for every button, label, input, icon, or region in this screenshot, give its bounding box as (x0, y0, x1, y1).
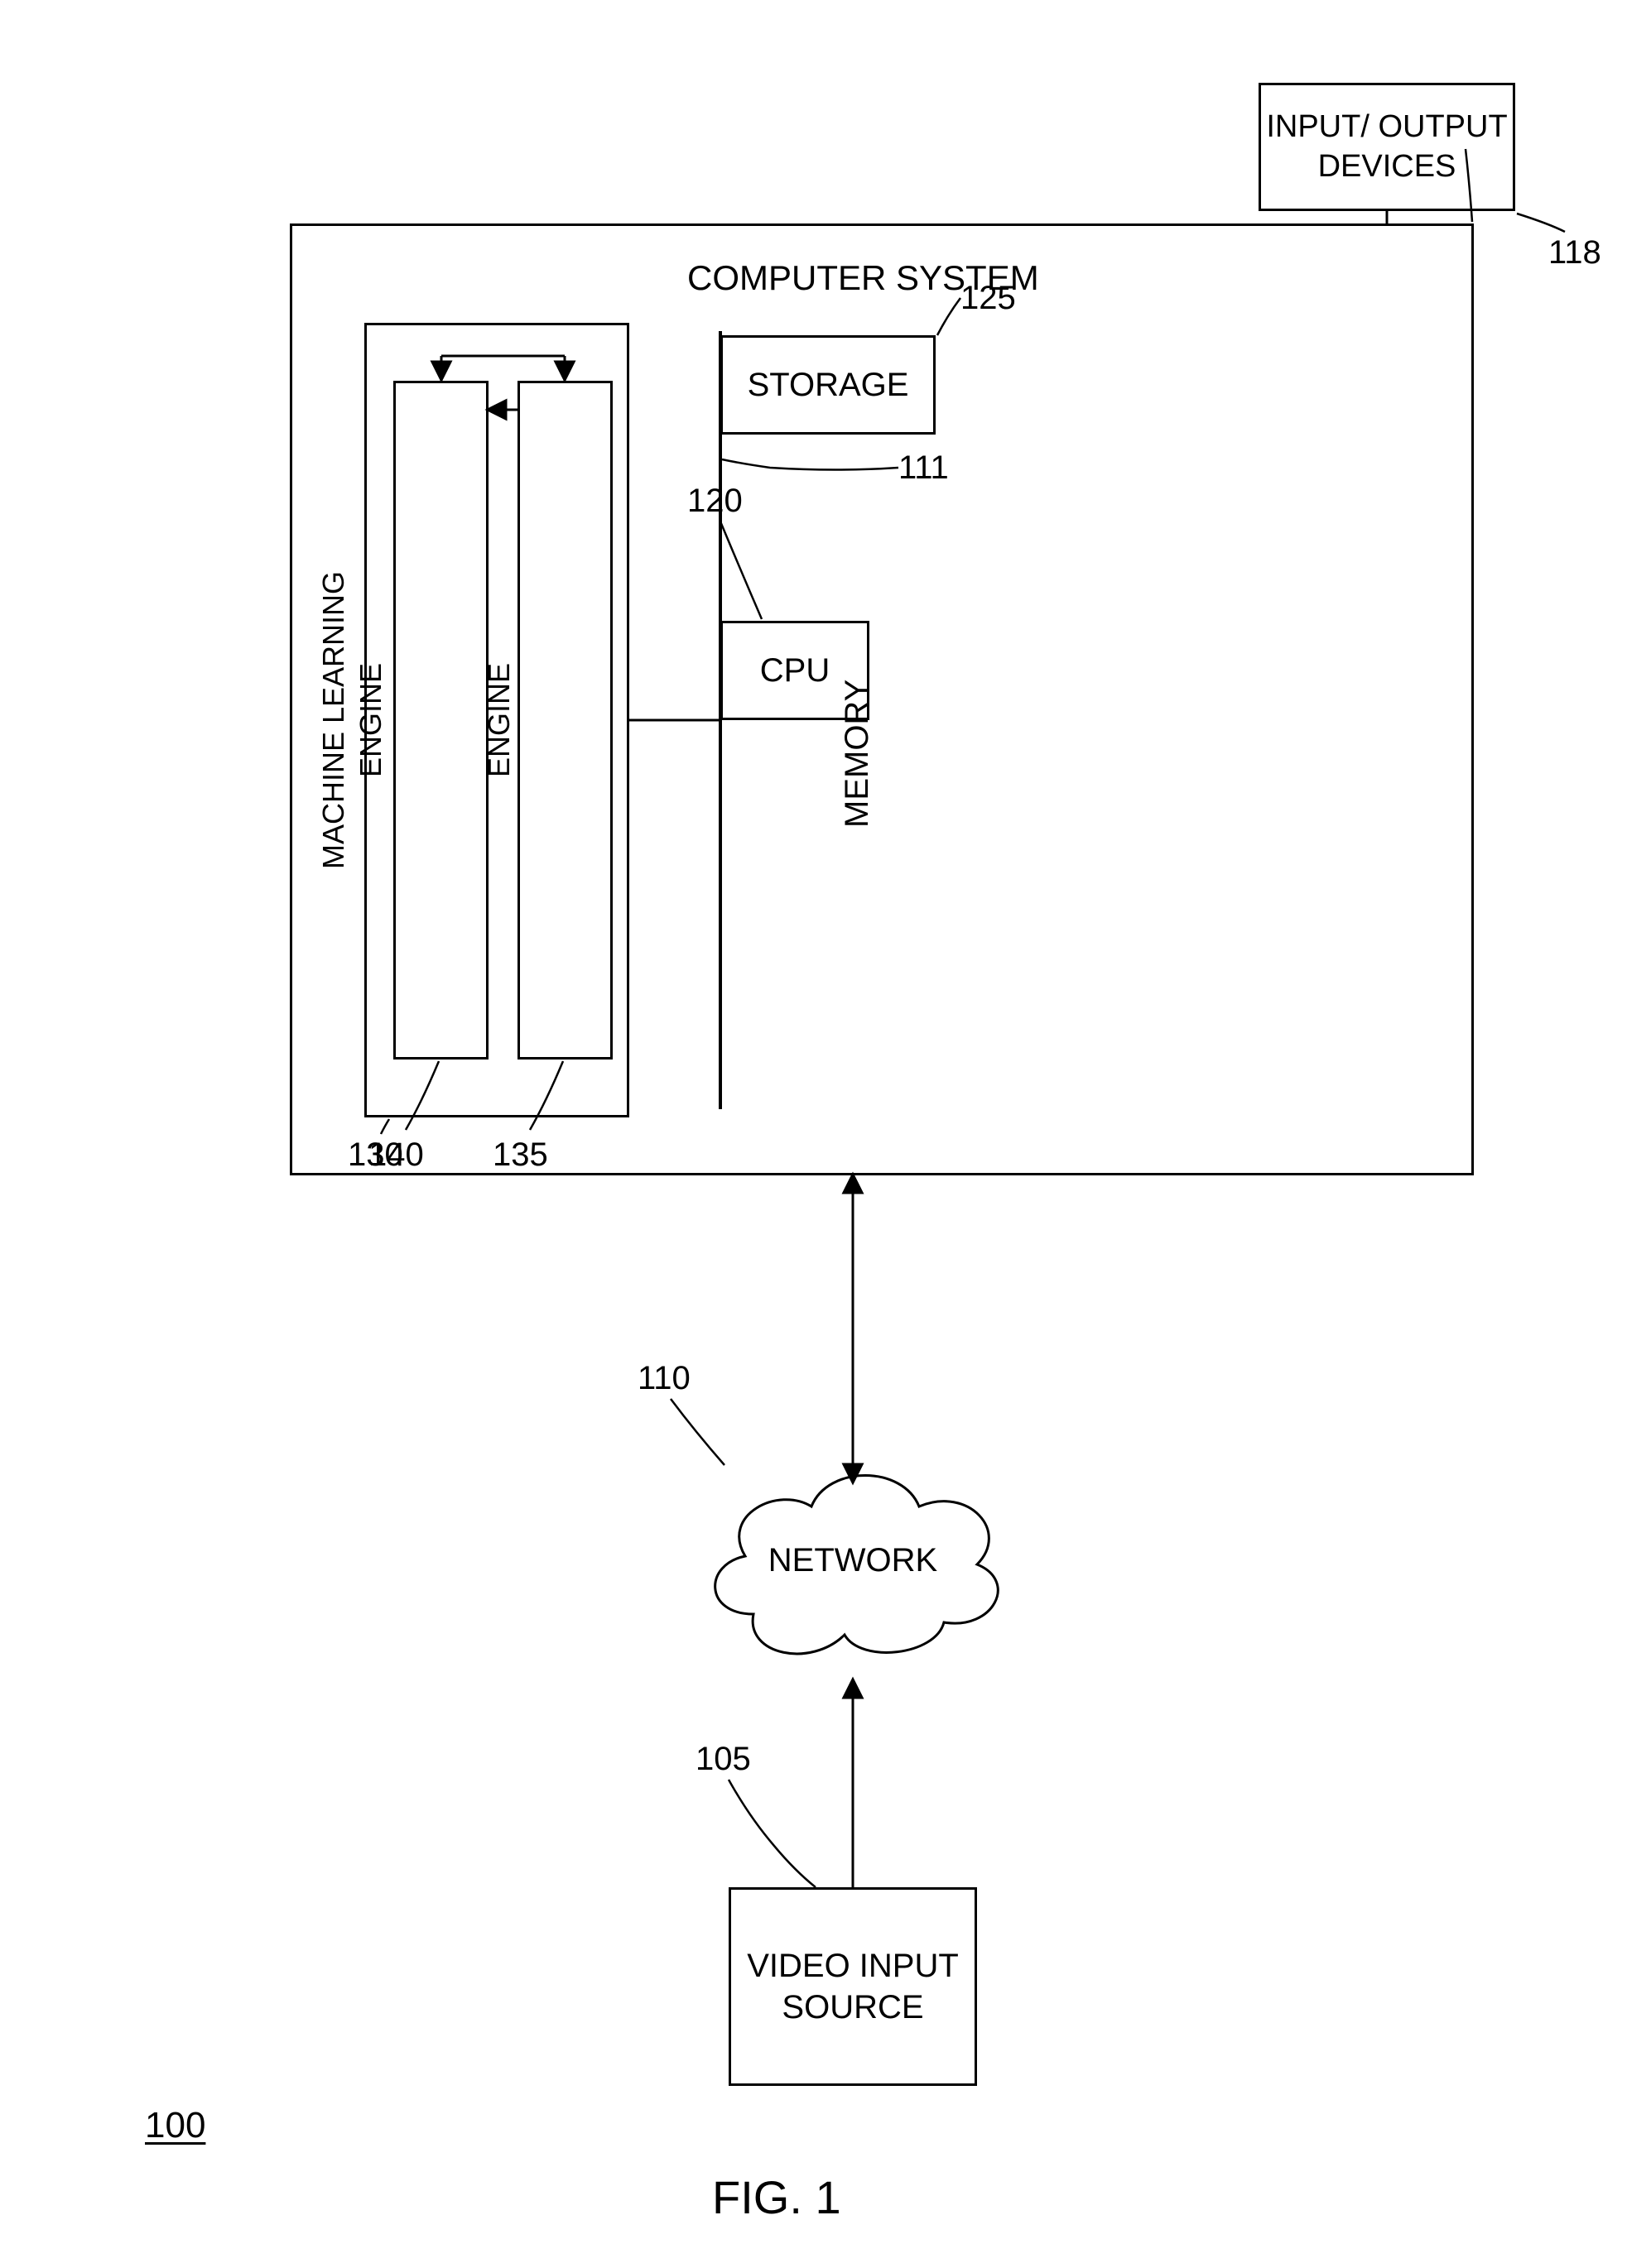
video-input-source-box: VIDEO INPUT SOURCE (729, 1887, 977, 2086)
video-input-source-ref: 105 (696, 1738, 751, 1780)
network-ref: 110 (638, 1357, 691, 1399)
storage-box: STORAGE (720, 335, 936, 435)
system-ref: 100 (145, 2102, 205, 2148)
cv-engine-ref: 135 (493, 1134, 548, 1175)
figure-title: FIG. 1 (712, 2169, 841, 2227)
ml-engine-ref: 140 (368, 1134, 424, 1175)
video-input-source-label: VIDEO INPUT SOURCE (731, 1945, 975, 2028)
network-label: NETWORK (696, 1540, 1010, 1581)
cv-engine-box (517, 381, 613, 1060)
ml-engine-label: MACHINE LEARNING ENGINE (315, 563, 389, 877)
memory-label: MEMORY (836, 680, 878, 828)
cpu-label: CPU (760, 650, 830, 691)
diagram-canvas: VIDEO INPUT SOURCE 105 NETWORK 110 COMPU… (0, 0, 1627, 2268)
storage-label: STORAGE (748, 364, 909, 406)
ml-engine-box (393, 381, 489, 1060)
network-cloud: NETWORK (696, 1440, 1010, 1672)
io-devices-ref: 118 (1548, 232, 1601, 273)
bus-ref: 111 (898, 447, 949, 488)
storage-ref: 125 (960, 277, 1016, 319)
io-devices-box: INPUT/ OUTPUT DEVICES (1259, 83, 1515, 211)
io-devices-label: INPUT/ OUTPUT DEVICES (1261, 108, 1513, 186)
cpu-ref: 120 (687, 480, 743, 521)
